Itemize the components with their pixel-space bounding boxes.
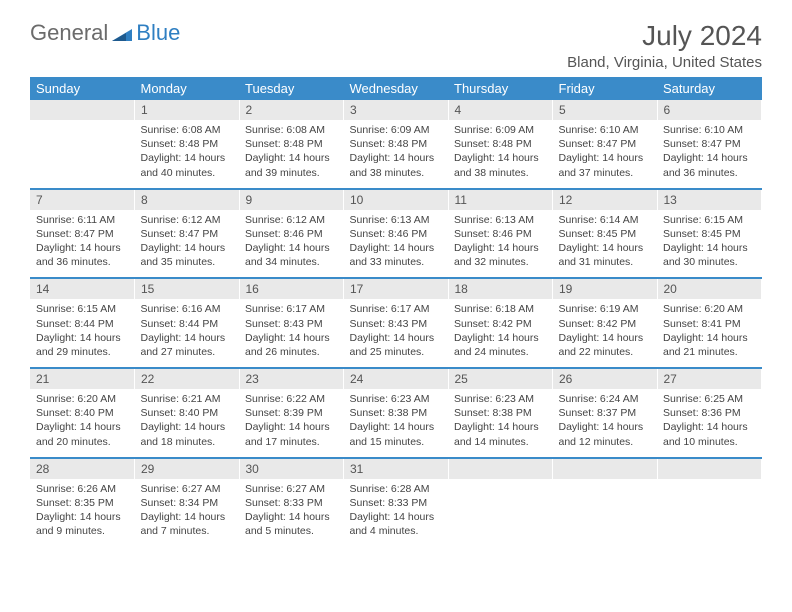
day-number: 29 [135, 458, 240, 479]
weekday-header: Friday [553, 77, 658, 100]
day-number: 13 [657, 189, 762, 210]
day-cell: Sunrise: 6:19 AM Sunset: 8:42 PM Dayligh… [553, 299, 658, 368]
day-number: 27 [657, 368, 762, 389]
day-cell: Sunrise: 6:23 AM Sunset: 8:38 PM Dayligh… [344, 389, 449, 458]
day-content-row: Sunrise: 6:26 AM Sunset: 8:35 PM Dayligh… [30, 479, 762, 547]
logo: General Blue [30, 20, 180, 46]
day-cell: Sunrise: 6:08 AM Sunset: 8:48 PM Dayligh… [239, 120, 344, 189]
day-content-row: Sunrise: 6:15 AM Sunset: 8:44 PM Dayligh… [30, 299, 762, 368]
day-number: 10 [344, 189, 449, 210]
day-number: 14 [30, 278, 135, 299]
day-cell [657, 479, 762, 547]
day-number: 5 [553, 100, 658, 120]
day-cell: Sunrise: 6:21 AM Sunset: 8:40 PM Dayligh… [135, 389, 240, 458]
day-number: 30 [239, 458, 344, 479]
day-cell: Sunrise: 6:13 AM Sunset: 8:46 PM Dayligh… [448, 210, 553, 279]
day-cell: Sunrise: 6:08 AM Sunset: 8:48 PM Dayligh… [135, 120, 240, 189]
calendar-body: 123456Sunrise: 6:08 AM Sunset: 8:48 PM D… [30, 100, 762, 546]
weekday-header: Sunday [30, 77, 135, 100]
day-number: 16 [239, 278, 344, 299]
day-number: 2 [239, 100, 344, 120]
day-cell: Sunrise: 6:14 AM Sunset: 8:45 PM Dayligh… [553, 210, 658, 279]
day-number: 28 [30, 458, 135, 479]
weekday-header: Saturday [657, 77, 762, 100]
day-cell: Sunrise: 6:12 AM Sunset: 8:46 PM Dayligh… [239, 210, 344, 279]
day-number: 8 [135, 189, 240, 210]
month-title: July 2024 [567, 20, 762, 52]
day-number: 1 [135, 100, 240, 120]
day-number: 21 [30, 368, 135, 389]
weekday-header: Wednesday [344, 77, 449, 100]
day-cell: Sunrise: 6:25 AM Sunset: 8:36 PM Dayligh… [657, 389, 762, 458]
day-number: 24 [344, 368, 449, 389]
day-number: 11 [448, 189, 553, 210]
day-cell: Sunrise: 6:10 AM Sunset: 8:47 PM Dayligh… [553, 120, 658, 189]
day-number: 18 [448, 278, 553, 299]
day-number: 19 [553, 278, 658, 299]
day-number: 3 [344, 100, 449, 120]
location-label: Bland, Virginia, United States [567, 54, 762, 71]
day-cell: Sunrise: 6:15 AM Sunset: 8:45 PM Dayligh… [657, 210, 762, 279]
day-cell [553, 479, 658, 547]
day-cell: Sunrise: 6:28 AM Sunset: 8:33 PM Dayligh… [344, 479, 449, 547]
day-number [30, 100, 135, 120]
day-cell: Sunrise: 6:27 AM Sunset: 8:33 PM Dayligh… [239, 479, 344, 547]
day-cell: Sunrise: 6:27 AM Sunset: 8:34 PM Dayligh… [135, 479, 240, 547]
weekday-header: Thursday [448, 77, 553, 100]
logo-text-blue: Blue [136, 20, 180, 46]
day-cell: Sunrise: 6:16 AM Sunset: 8:44 PM Dayligh… [135, 299, 240, 368]
logo-text-general: General [30, 20, 108, 46]
calendar-page: General Blue July 2024 Bland, Virginia, … [0, 0, 792, 566]
day-number-row: 21222324252627 [30, 368, 762, 389]
day-number: 6 [657, 100, 762, 120]
day-number-row: 123456 [30, 100, 762, 120]
day-cell: Sunrise: 6:11 AM Sunset: 8:47 PM Dayligh… [30, 210, 135, 279]
day-number: 22 [135, 368, 240, 389]
day-number: 20 [657, 278, 762, 299]
page-header: General Blue July 2024 Bland, Virginia, … [30, 20, 762, 71]
day-cell: Sunrise: 6:10 AM Sunset: 8:47 PM Dayligh… [657, 120, 762, 189]
day-number-row: 28293031 [30, 458, 762, 479]
day-number: 15 [135, 278, 240, 299]
title-block: July 2024 Bland, Virginia, United States [567, 20, 762, 71]
day-number: 7 [30, 189, 135, 210]
day-cell: Sunrise: 6:18 AM Sunset: 8:42 PM Dayligh… [448, 299, 553, 368]
day-number-row: 14151617181920 [30, 278, 762, 299]
day-cell: Sunrise: 6:20 AM Sunset: 8:41 PM Dayligh… [657, 299, 762, 368]
day-number [657, 458, 762, 479]
day-content-row: Sunrise: 6:11 AM Sunset: 8:47 PM Dayligh… [30, 210, 762, 279]
day-cell: Sunrise: 6:24 AM Sunset: 8:37 PM Dayligh… [553, 389, 658, 458]
day-cell: Sunrise: 6:17 AM Sunset: 8:43 PM Dayligh… [239, 299, 344, 368]
day-number: 4 [448, 100, 553, 120]
day-cell: Sunrise: 6:09 AM Sunset: 8:48 PM Dayligh… [448, 120, 553, 189]
day-number: 23 [239, 368, 344, 389]
day-number: 17 [344, 278, 449, 299]
day-number [553, 458, 658, 479]
day-cell: Sunrise: 6:09 AM Sunset: 8:48 PM Dayligh… [344, 120, 449, 189]
day-cell: Sunrise: 6:15 AM Sunset: 8:44 PM Dayligh… [30, 299, 135, 368]
day-cell: Sunrise: 6:23 AM Sunset: 8:38 PM Dayligh… [448, 389, 553, 458]
day-cell: Sunrise: 6:12 AM Sunset: 8:47 PM Dayligh… [135, 210, 240, 279]
day-number: 12 [553, 189, 658, 210]
weekday-header-row: Sunday Monday Tuesday Wednesday Thursday… [30, 77, 762, 100]
day-cell: Sunrise: 6:13 AM Sunset: 8:46 PM Dayligh… [344, 210, 449, 279]
day-cell: Sunrise: 6:22 AM Sunset: 8:39 PM Dayligh… [239, 389, 344, 458]
day-cell [30, 120, 135, 189]
day-cell [448, 479, 553, 547]
day-content-row: Sunrise: 6:20 AM Sunset: 8:40 PM Dayligh… [30, 389, 762, 458]
calendar-table: Sunday Monday Tuesday Wednesday Thursday… [30, 77, 762, 546]
day-number: 26 [553, 368, 658, 389]
day-number: 31 [344, 458, 449, 479]
logo-triangle-icon [112, 25, 132, 41]
day-cell: Sunrise: 6:20 AM Sunset: 8:40 PM Dayligh… [30, 389, 135, 458]
day-number [448, 458, 553, 479]
day-content-row: Sunrise: 6:08 AM Sunset: 8:48 PM Dayligh… [30, 120, 762, 189]
day-number: 25 [448, 368, 553, 389]
weekday-header: Tuesday [239, 77, 344, 100]
day-number-row: 78910111213 [30, 189, 762, 210]
day-cell: Sunrise: 6:26 AM Sunset: 8:35 PM Dayligh… [30, 479, 135, 547]
weekday-header: Monday [135, 77, 240, 100]
day-cell: Sunrise: 6:17 AM Sunset: 8:43 PM Dayligh… [344, 299, 449, 368]
day-number: 9 [239, 189, 344, 210]
